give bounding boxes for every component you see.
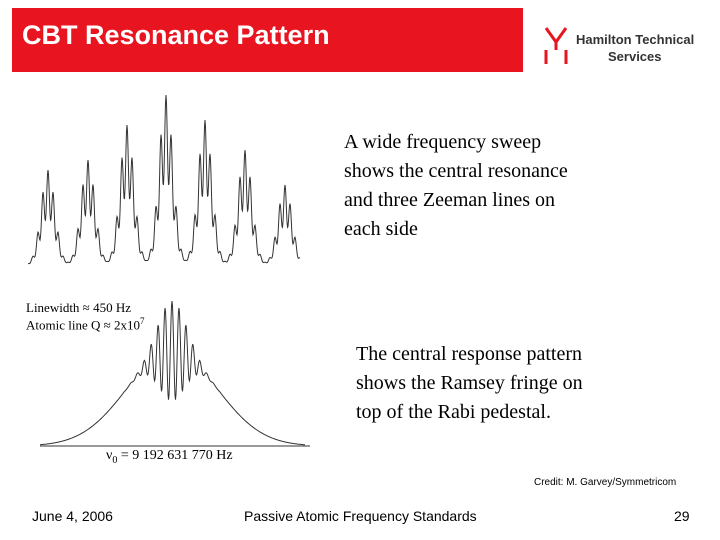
footer-date: June 4, 2006 [32,508,113,524]
linewidth: Linewidth ≈ 450 Hz [26,300,131,315]
frequency-value: = 9 192 631 770 Hz [117,448,233,463]
frequency: ν0 = 9 192 631 770 Hz [106,448,233,466]
text-line: and three Zeeman lines on [344,189,556,211]
page-number: 29 [674,508,690,524]
q-text: Atomic line Q ≈ 2x10 [26,317,141,333]
sweep-spectrum [28,94,301,265]
logo-line: Services [608,49,662,64]
text-line: A wide frequency sweep [344,131,542,153]
logo-line: Hamilton Technical [576,32,695,47]
q-exp: 7 [140,316,145,326]
text-line: shows the central resonance [344,160,568,182]
ramsey-text: The central response pattern shows the Ra… [356,340,583,427]
logo-mark [544,27,568,64]
nu-sub: 0 [112,454,118,466]
ramsey-pattern [40,300,305,446]
text-line: shows the Ramsey fringe on [356,372,583,394]
q-factor: Atomic line Q ≈ 2x107 [26,316,145,333]
title-bar [12,8,523,72]
nu: ν [106,448,113,463]
title: CBT Resonance Pattern [22,20,330,50]
footer-title: Passive Atomic Frequency Standards [244,508,477,524]
text-line: top of the Rabi pedestal. [356,401,551,423]
text-line: The central response pattern [356,343,583,365]
text-line: each side [344,218,418,240]
credit: Credit: M. Garvey/Symmetricom [534,477,677,488]
sweep-text: A wide frequency sweep shows the central … [344,128,568,244]
